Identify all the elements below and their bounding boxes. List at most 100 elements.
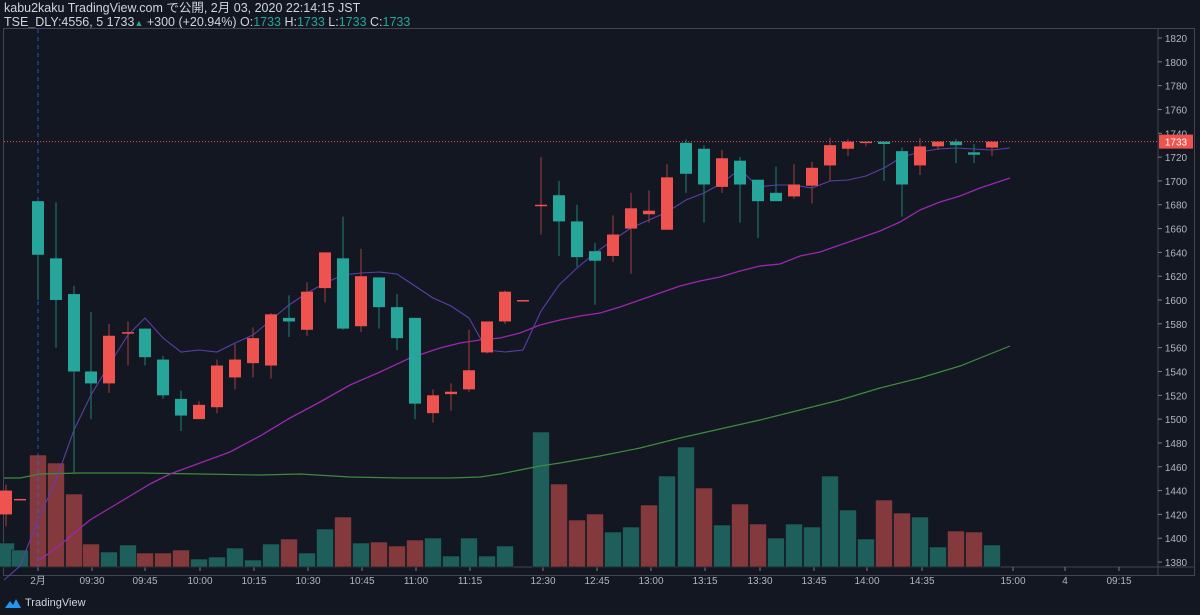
volume-bar (298, 552, 316, 568)
candle-body (283, 317, 295, 322)
candle-body (788, 184, 800, 197)
volume-bar (839, 509, 857, 568)
volume-bar (82, 543, 100, 568)
candle-body (950, 141, 962, 146)
volume-bar (190, 558, 208, 568)
volume-bar (119, 544, 137, 568)
candle-body (968, 152, 980, 155)
volume-bar (947, 530, 965, 568)
price-tick-label: 1780 (1165, 82, 1188, 93)
last-price: 1733 (106, 15, 135, 29)
volume-bar (496, 545, 514, 568)
volume-bar (893, 512, 911, 568)
volume-bar (154, 552, 172, 568)
candle-body (752, 179, 764, 202)
time-tick-label: 10:30 (295, 576, 320, 587)
candle-body (824, 145, 836, 166)
price-tick-label: 1600 (1165, 296, 1188, 307)
volume-bar (460, 537, 478, 568)
ohlc-legend: TSE_DLY:4556, 5 1733▲ +300 (+20.94%) O:1… (4, 15, 411, 29)
price-tick-label: 1480 (1165, 439, 1188, 450)
volume-bar (965, 531, 983, 568)
candle-body (355, 276, 367, 327)
candle-body (319, 252, 331, 289)
price-tick-label: 1640 (1165, 248, 1188, 259)
volume-bar (100, 551, 118, 568)
candle-body (247, 338, 259, 364)
price-tick-label: 1820 (1165, 34, 1188, 45)
candle-body (337, 258, 349, 329)
volume-bar (713, 524, 731, 568)
time-tick-label: 09:30 (79, 576, 104, 587)
volume-bar (478, 555, 496, 568)
symbol-label: TSE_DLY:4556, 5 (4, 15, 104, 29)
candle-body (427, 395, 439, 414)
candle-body (85, 371, 97, 384)
candle-body (932, 141, 944, 147)
volume-bar (929, 546, 947, 568)
volume-bar (226, 547, 244, 568)
price-tick-label: 1720 (1165, 153, 1188, 164)
price-tick-label: 1760 (1165, 105, 1188, 116)
candle-body (842, 141, 854, 149)
candle-body (625, 208, 637, 229)
chart-frame (3, 28, 1195, 576)
cloud-logo-icon (5, 598, 21, 608)
ma-short-line (3, 147, 1011, 581)
time-tick-label: 10:00 (187, 576, 212, 587)
price-tick-label: 1580 (1165, 320, 1188, 331)
candle-body (139, 328, 151, 358)
candle-body (211, 365, 223, 408)
price-tick-label: 1380 (1165, 558, 1188, 569)
time-tick-label: 10:15 (241, 576, 266, 587)
volume-bar (568, 519, 586, 568)
candle-body (481, 321, 493, 353)
time-tick-label: 13:00 (638, 576, 663, 587)
candle-body (860, 141, 872, 144)
volume-bar (352, 542, 370, 568)
price-tick-label: 1680 (1165, 201, 1188, 212)
price-tick-label: 1560 (1165, 344, 1188, 355)
price-tick-label: 1700 (1165, 177, 1188, 188)
candle-body (571, 221, 583, 258)
volume-bar (677, 446, 695, 568)
volume-bar (406, 539, 424, 568)
ma-mid-line (39, 177, 1011, 561)
candle-body (409, 317, 421, 404)
time-tick-label: 10:45 (349, 576, 374, 587)
volume-bar (857, 538, 875, 568)
candle-body (716, 158, 728, 187)
candle-body (157, 359, 169, 396)
candle-body (373, 277, 385, 308)
price-change: +300 (+20.94%) (146, 15, 237, 29)
volume-bar (316, 528, 334, 568)
candle-body (535, 204, 547, 207)
time-tick-label: 13:15 (692, 576, 717, 587)
time-tick-label: 2月 (30, 575, 46, 587)
price-tick-label: 1800 (1165, 58, 1188, 69)
candle-body (122, 332, 134, 334)
candle-body (499, 291, 511, 322)
volume-bar (640, 504, 658, 568)
time-tick-label: 13:30 (747, 576, 772, 587)
candle-body (463, 370, 475, 390)
price-tick-label: 1440 (1165, 487, 1188, 498)
candle-body (878, 141, 890, 144)
candle-body (896, 151, 908, 185)
tradingview-logo[interactable]: TradingView (4, 597, 86, 609)
volume-bar (983, 544, 1001, 568)
candle-body (914, 146, 926, 166)
time-tick-label: 12:30 (530, 576, 555, 587)
time-tick-label: 13:45 (801, 576, 826, 587)
chart-header: kabu2kaku TradingView.com で公開, 2月 03, 20… (4, 1, 410, 30)
volume-bar (136, 552, 154, 568)
time-tick-label: 12:45 (584, 576, 609, 587)
volume-bar (821, 475, 839, 568)
candle-body (986, 141, 998, 148)
volume-bar (370, 541, 388, 568)
volume-bar (208, 556, 226, 568)
brand-label: TradingView (25, 597, 86, 609)
price-tick-label: 1660 (1165, 225, 1188, 236)
volume-bar (424, 537, 442, 568)
